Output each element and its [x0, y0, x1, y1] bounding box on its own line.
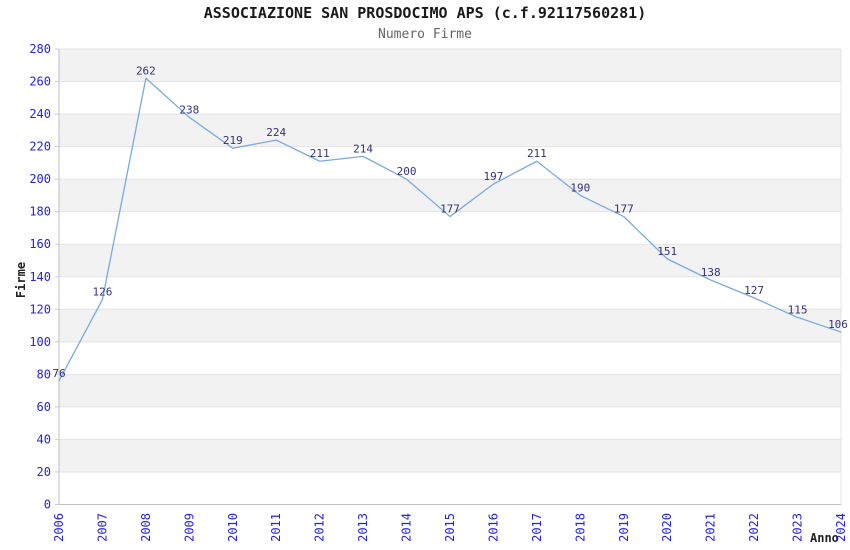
series-line	[58, 77, 842, 382]
y-tick-label: 40	[37, 432, 51, 446]
grid-band	[59, 49, 841, 82]
x-tick-label: 2009	[182, 513, 196, 542]
value-label: 211	[527, 147, 547, 160]
y-tick-label: 160	[29, 237, 51, 251]
y-tick-label: 100	[29, 335, 51, 349]
grid-band	[59, 439, 841, 472]
value-label: 197	[484, 170, 504, 183]
y-tick-label: 0	[44, 498, 51, 512]
x-tick-label: 2022	[747, 513, 761, 542]
x-tick-label: 2011	[269, 513, 283, 542]
value-label: 127	[744, 284, 764, 297]
y-tick-label: 60	[37, 400, 51, 414]
grid-band	[59, 114, 841, 147]
grid-band	[59, 374, 841, 407]
value-label: 224	[266, 126, 286, 139]
x-tick-label: 2015	[443, 513, 457, 542]
value-label: 177	[440, 203, 460, 216]
value-label: 138	[701, 266, 721, 279]
value-label: 106	[828, 318, 848, 331]
y-tick-label: 240	[29, 107, 51, 121]
x-tick-label: 2014	[400, 513, 414, 542]
value-label: 219	[223, 134, 243, 147]
value-label: 262	[136, 64, 156, 77]
x-tick-label: 2016	[486, 513, 500, 542]
chart-subtitle: Numero Firme	[378, 27, 472, 42]
value-label: 76	[52, 367, 65, 380]
grid-band	[59, 244, 841, 277]
y-tick-label: 220	[29, 140, 51, 154]
value-label: 238	[179, 103, 199, 116]
y-tick-label: 140	[29, 270, 51, 284]
value-label: 214	[353, 142, 373, 155]
x-tick-label: 2018	[573, 513, 587, 542]
x-tick-label: 2021	[704, 513, 718, 542]
grid-band	[59, 179, 841, 212]
y-tick-label: 80	[37, 367, 51, 381]
y-tick-label: 200	[29, 172, 51, 186]
value-label: 200	[397, 165, 417, 178]
y-tick-label: 20	[37, 465, 51, 479]
x-tick-label: 2008	[139, 513, 153, 542]
x-tick-label: 2007	[95, 513, 109, 542]
x-axis-title: Anno	[810, 531, 839, 545]
x-tick-label: 2013	[356, 513, 370, 542]
grid-band	[59, 309, 841, 342]
x-tick-label: 2023	[791, 513, 805, 542]
x-tick-label: 2012	[313, 513, 327, 542]
value-label: 115	[788, 303, 808, 316]
x-tick-label: 2020	[660, 513, 674, 542]
y-tick-label: 180	[29, 205, 51, 219]
x-tick-label: 2019	[617, 513, 631, 542]
y-tick-label: 120	[29, 302, 51, 316]
value-label: 190	[570, 181, 590, 194]
value-label: 151	[657, 245, 677, 258]
x-tick-label: 2017	[530, 513, 544, 542]
x-tick-label: 2024	[834, 513, 848, 542]
chart-title: ASSOCIAZIONE SAN PROSDOCIMO APS (c.f.921…	[203, 4, 647, 22]
value-label: 126	[93, 286, 113, 299]
y-tick-label: 260	[29, 75, 51, 89]
value-label: 177	[614, 203, 634, 216]
x-tick-label: 2010	[226, 513, 240, 542]
y-tick-label: 280	[29, 42, 51, 56]
value-label: 211	[310, 147, 330, 160]
x-tick-label: 2006	[52, 513, 66, 542]
